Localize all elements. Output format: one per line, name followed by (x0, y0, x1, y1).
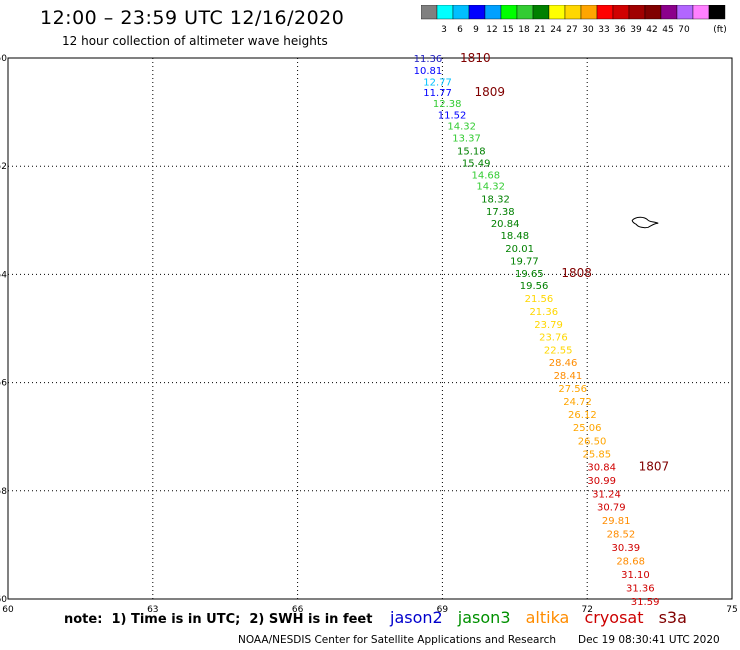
credit-footer: NOAA/NESDIS Center for Satellite Applica… (238, 634, 556, 646)
x-tick-label: 60 (2, 605, 14, 615)
island-outline (631, 216, 659, 229)
y-tick-label: -52 (0, 162, 7, 172)
wave-height-label: 30.79 (597, 502, 626, 513)
wave-height-label: 28.68 (616, 557, 645, 568)
color-scale-tick: 9 (473, 25, 479, 35)
wave-height-label: 25.06 (573, 423, 602, 434)
color-scale-tick: 6 (457, 25, 463, 35)
wave-height-label: 23.76 (539, 333, 568, 344)
generated-timestamp: Dec 19 08:30:41 UTC 2020 (578, 634, 720, 646)
wave-height-label: 28.46 (549, 358, 578, 369)
y-tick-label: -60 (0, 595, 7, 605)
time-label: 1807 (639, 459, 670, 473)
wave-height-label: 13.37 (452, 134, 481, 145)
wave-height-label: 30.99 (587, 476, 616, 487)
wave-height-label: 19.65 (515, 269, 544, 280)
wave-height-label: 27.56 (558, 384, 587, 395)
legend-item-jason3: jason3 (457, 608, 511, 627)
wave-height-label: 15.18 (457, 147, 486, 158)
color-scale-tick: 30 (582, 25, 594, 35)
wave-height-label: 26.12 (568, 410, 597, 421)
plot-frame (7, 57, 733, 600)
wave-height-label: 30.39 (611, 543, 640, 554)
wave-height-label: 14.32 (476, 182, 505, 193)
color-scale-tick: 21 (534, 25, 545, 35)
units-note: note: 1) Time is in UTC; 2) SWH is in fe… (64, 612, 373, 627)
wave-height-label: 22.55 (544, 346, 573, 357)
color-scale-tick: 12 (486, 25, 497, 35)
color-scale-bar: 3 6 9 12 15 18 21 24 27 30 33 36 39 42 45 70 (ft) (421, 5, 727, 35)
color-swatch (708, 5, 726, 20)
wave-height-label: 18.48 (500, 231, 529, 242)
time-label: 1810 (460, 51, 491, 65)
y-tick-label: -50 (0, 54, 7, 64)
legend-item-jason2: jason2 (390, 608, 443, 627)
legend-item-s3a: s3a (658, 608, 687, 627)
color-scale-tick: 27 (566, 25, 577, 35)
x-tick-label: 66 (292, 605, 304, 615)
wave-height-label: 24.72 (563, 397, 592, 408)
wave-height-label: 19.56 (520, 281, 549, 292)
wave-height-label: 31.59 (631, 597, 660, 608)
wave-height-label: 11.52 (438, 110, 467, 121)
wave-height-label: 11.36 (414, 54, 443, 65)
color-scale-tick: 36 (614, 25, 626, 35)
wave-height-label: 21.36 (529, 307, 558, 318)
wave-height-label: 30.84 (587, 462, 616, 473)
x-tick-label: 63 (147, 605, 158, 615)
x-tick-label: 72 (581, 605, 592, 615)
legend-item-altika: altika (525, 608, 570, 627)
wave-height-label: 12.38 (433, 99, 462, 110)
wave-height-label: 14.32 (447, 122, 476, 133)
wave-height-label: 26.50 (578, 436, 607, 447)
wave-height-label: 19.77 (510, 256, 539, 267)
satellite-legend: jason2 jason3 altika cryosat s3a (390, 608, 697, 627)
wave-height-label: 17.38 (486, 207, 515, 218)
y-tick-label: -56 (0, 379, 7, 389)
color-scale-tick: 45 (662, 25, 673, 35)
y-tick-label: -54 (0, 270, 7, 280)
chart-subtitle: 12 hour collection of altimeter wave hei… (62, 34, 328, 48)
color-scale-tick: 15 (502, 25, 513, 35)
color-scale-tick: 18 (518, 25, 530, 35)
wave-height-label: 15.49 (462, 158, 491, 169)
wave-height-label: 31.10 (621, 570, 650, 581)
wave-height-label: 10.81 (414, 66, 443, 77)
color-scale-unit: (ft) (713, 25, 727, 35)
color-scale-tick: 42 (646, 25, 657, 35)
color-scale-tick: 70 (678, 25, 690, 35)
wave-height-label: 28.52 (607, 530, 636, 541)
x-tick-label: 69 (437, 605, 449, 615)
wave-height-label: 29.81 (602, 516, 631, 527)
wave-height-label: 12.77 (423, 77, 452, 88)
wave-height-label: 20.01 (505, 244, 534, 255)
wave-height-label: 18.32 (481, 195, 510, 206)
time-label: 1808 (561, 266, 592, 280)
y-tick-label: -58 (0, 487, 7, 497)
time-label: 1809 (475, 85, 506, 99)
wave-height-label: 11.77 (423, 88, 452, 99)
wave-height-label: 31.36 (626, 584, 655, 595)
legend-item-cryosat: cryosat (584, 608, 644, 627)
color-scale-tick: 24 (550, 25, 562, 35)
wave-height-label: 31.24 (592, 490, 621, 501)
wave-height-label: 21.56 (525, 294, 554, 305)
wave-height-label: 20.84 (491, 219, 520, 230)
wave-height-label: 25.85 (583, 449, 612, 460)
color-scale-tick: 39 (630, 25, 642, 35)
chart-title: 12:00 – 23:59 UTC 12/16/2020 (40, 7, 345, 29)
wave-height-label: 14.68 (472, 170, 501, 181)
wave-height-label: 28.41 (554, 371, 583, 382)
color-scale-tick: 33 (598, 25, 609, 35)
x-tick-label: 75 (726, 605, 737, 615)
wave-height-label: 23.79 (534, 320, 563, 331)
color-scale-tick: 3 (441, 25, 447, 35)
